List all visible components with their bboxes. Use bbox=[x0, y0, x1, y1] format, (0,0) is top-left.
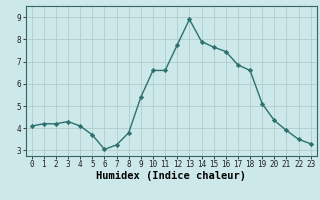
X-axis label: Humidex (Indice chaleur): Humidex (Indice chaleur) bbox=[96, 171, 246, 181]
